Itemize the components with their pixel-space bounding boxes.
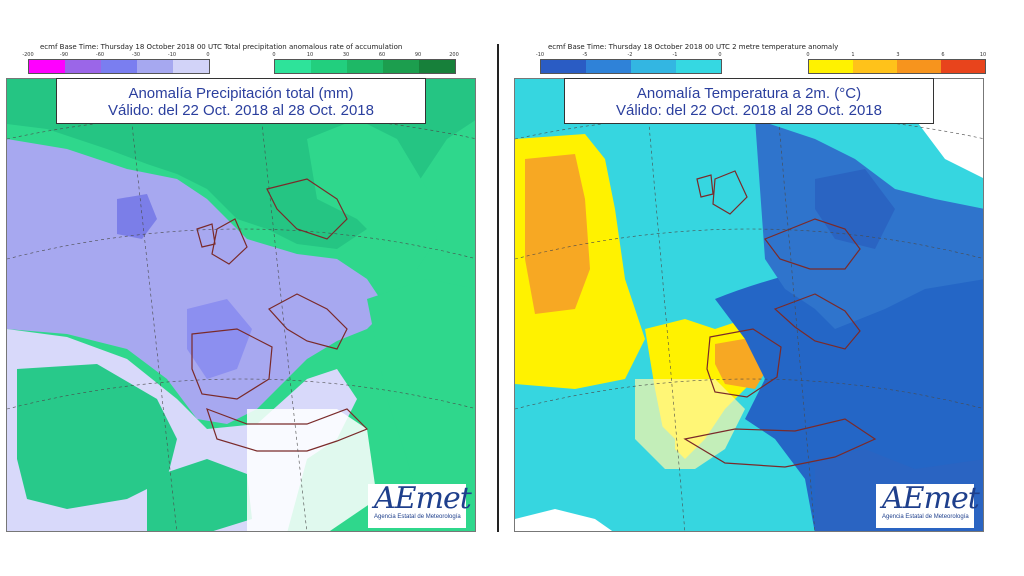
aemet-logo-subtitle: Agencia Estatal de Meteorología [882,514,969,520]
precip-pos-tick: 200 [449,52,459,58]
temp-neg-tick: -2 [627,52,633,58]
precipitation-map-svg [7,79,475,531]
colorbar-swatch [631,60,676,73]
temperature-valid-dates: Válido: del 22 Oct. 2018 al 28 Oct. 2018 [615,102,882,119]
temp-pos-tick: 3 [896,52,900,58]
precipitation-header-text: ecmf Base Time: Thursday 18 October 2018… [40,43,403,51]
temperature-title: Anomalía Temperatura a 2m. (°C) [636,85,862,102]
colorbar-swatch [173,60,209,73]
colorbar-swatch [809,60,853,73]
temperature-map-svg [515,79,983,531]
temp-pos-tick: 0 [806,52,810,58]
colorbar-swatch [347,60,383,73]
precip-pos-tick: 60 [378,52,386,58]
precip-pos-tick: 30 [342,52,350,58]
temp-pos-ticks: 0 1 3 6 10 [806,52,988,58]
colorbar-swatch [897,60,941,73]
colorbar-swatch [853,60,897,73]
aemet-logo: AEmet Agencia Estatal de Meteorología [368,481,472,528]
aemet-logo-subtitle: Agencia Estatal de Meteorología [374,514,461,520]
precip-neg-tick: -200 [22,52,34,58]
temp-neg-ticks: -10 -5 -2 -1 0 [536,52,722,58]
precipitation-valid-dates: Válido: del 22 Oct. 2018 al 28 Oct. 2018 [107,102,374,119]
aemet-logo: AEmet Agencia Estatal de Meteorología [876,481,980,528]
precipitation-map [6,78,476,532]
temp-neg-tick: 0 [718,52,722,58]
precipitation-title: Anomalía Precipitación total (mm) [128,85,354,102]
precip-neg-tick: 0 [206,52,210,58]
colorbar-swatch [941,60,985,73]
colorbar-swatch [586,60,631,73]
panel-divider [497,44,499,532]
colorbar-swatch [419,60,455,73]
precipitation-header: ecmf Base Time: Thursday 18 October 2018… [6,40,476,78]
temperature-map [514,78,984,532]
precip-pos-tick: 10 [306,52,314,58]
precip-negative-colorbar [28,59,210,74]
temp-positive-colorbar [808,59,986,74]
precip-neg-ticks: -200 -90 -60 -30 -10 0 [22,52,210,58]
temp-negative-colorbar [540,59,722,74]
temperature-header-text: ecmf Base Time: Thursday 18 October 2018… [548,43,839,51]
temp-pos-tick: 10 [979,52,987,58]
precip-neg-tick: -10 [167,52,177,58]
colorbar-swatch [541,60,586,73]
temperature-header: ecmf Base Time: Thursday 18 October 2018… [514,40,986,78]
temp-neg-tick: -5 [582,52,588,58]
precip-pos-tick: 0 [272,52,276,58]
colorbar-swatch [29,60,65,73]
precip-neg-tick: -60 [95,52,105,58]
temp-neg-tick: -1 [672,52,678,58]
temp-pos-tick: 1 [851,52,855,58]
precip-neg-tick: -30 [131,52,141,58]
precip-pos-tick: 90 [414,52,422,58]
precip-pos-ticks: 0 10 30 60 90 200 [272,52,458,58]
temperature-anomaly-panel: ecmf Base Time: Thursday 18 October 2018… [514,40,986,534]
colorbar-swatch [383,60,419,73]
precipitation-anomaly-panel: ecmf Base Time: Thursday 18 October 2018… [6,40,476,534]
precip-positive-colorbar [274,59,456,74]
temp-pos-tick: 6 [941,52,945,58]
colorbar-swatch [137,60,173,73]
precipitation-title-box: Anomalía Precipitación total (mm) Válido… [56,78,426,124]
aemet-logo-mark: AEmet [374,481,472,516]
colorbar-swatch [65,60,101,73]
colorbar-swatch [676,60,721,73]
colorbar-swatch [311,60,347,73]
colorbar-swatch [275,60,311,73]
temperature-title-box: Anomalía Temperatura a 2m. (°C) Válido: … [564,78,934,124]
precip-neg-tick: -90 [59,52,69,58]
colorbar-swatch [101,60,137,73]
aemet-logo-mark: AEmet [882,481,980,516]
temp-neg-tick: -10 [535,52,545,58]
